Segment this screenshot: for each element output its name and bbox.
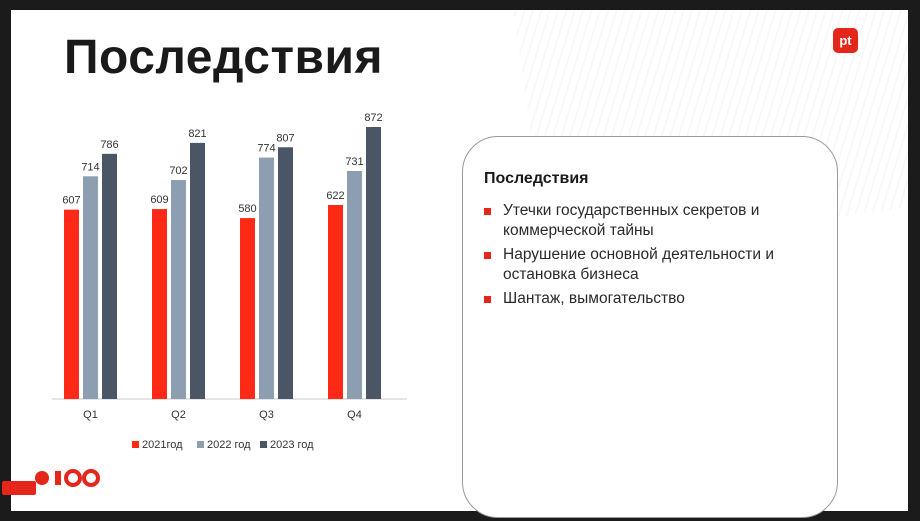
bar-q3-0	[240, 218, 255, 399]
bar-q1-1	[83, 176, 98, 399]
bar-q3-2	[278, 147, 293, 399]
ics-logo-circle-1	[35, 471, 49, 485]
data-label: 731	[345, 156, 363, 168]
legend-swatch	[197, 441, 204, 448]
bar-q4-2	[366, 127, 381, 399]
data-label: 807	[276, 132, 294, 144]
bar-q4-0	[328, 204, 343, 399]
category-label: Q1	[83, 409, 98, 421]
data-label: 872	[364, 112, 382, 124]
ics-logo-bar	[55, 471, 61, 485]
data-label: 774	[257, 143, 275, 155]
card-title: Последствия	[484, 170, 589, 187]
bottom-corner-icon	[2, 481, 36, 495]
list-item-text: Нарушение основной деятельности и остано…	[503, 246, 775, 283]
data-label: 580	[238, 203, 256, 215]
data-label: 786	[100, 139, 118, 151]
data-label: 821	[188, 128, 206, 140]
category-label: Q2	[171, 409, 186, 421]
bar-q1-0	[64, 209, 79, 399]
data-label: 702	[169, 165, 187, 177]
list-item: Шантаж, вымогательство	[484, 289, 814, 309]
list-item-text: Утечки государственных секретов и коммер…	[503, 202, 760, 239]
category-label: Q4	[347, 409, 362, 421]
pt-logo: pt	[833, 28, 858, 53]
ics-logo-ring-2	[82, 469, 100, 487]
legend-swatch	[132, 441, 139, 448]
list-item: Нарушение основной деятельности и остано…	[484, 245, 814, 285]
legend-label: 2022 год	[207, 439, 251, 451]
list-item-text: Шантаж, вымогательство	[503, 290, 685, 307]
data-label: 622	[326, 190, 344, 202]
ics-logo-ring-1	[64, 469, 82, 487]
legend-swatch	[260, 441, 267, 448]
consequences-list: Утечки государственных секретов и коммер…	[484, 201, 814, 313]
data-label: 607	[62, 195, 80, 207]
ics-logo	[35, 469, 100, 487]
legend-group: 2021год 2022 год 2023 год	[132, 439, 314, 451]
bar-q2-2	[190, 142, 205, 399]
category-label: Q3	[259, 409, 274, 421]
bullet-square-icon	[484, 296, 491, 303]
page-title: Последствия	[64, 31, 383, 84]
bullet-square-icon	[484, 252, 491, 259]
bar-q2-1	[171, 180, 186, 399]
data-label: 714	[81, 161, 99, 173]
bar-q2-0	[152, 209, 167, 399]
bullet-square-icon	[484, 208, 491, 215]
consequences-card	[462, 136, 838, 518]
legend-label: 2023 год	[270, 439, 314, 451]
bar-q4-1	[347, 170, 362, 399]
legend-label: 2021год	[142, 439, 183, 451]
bar-q1-2	[102, 153, 117, 399]
data-label: 609	[150, 194, 168, 206]
list-item: Утечки государственных секретов и коммер…	[484, 201, 814, 241]
bar-q3-1	[259, 157, 274, 399]
